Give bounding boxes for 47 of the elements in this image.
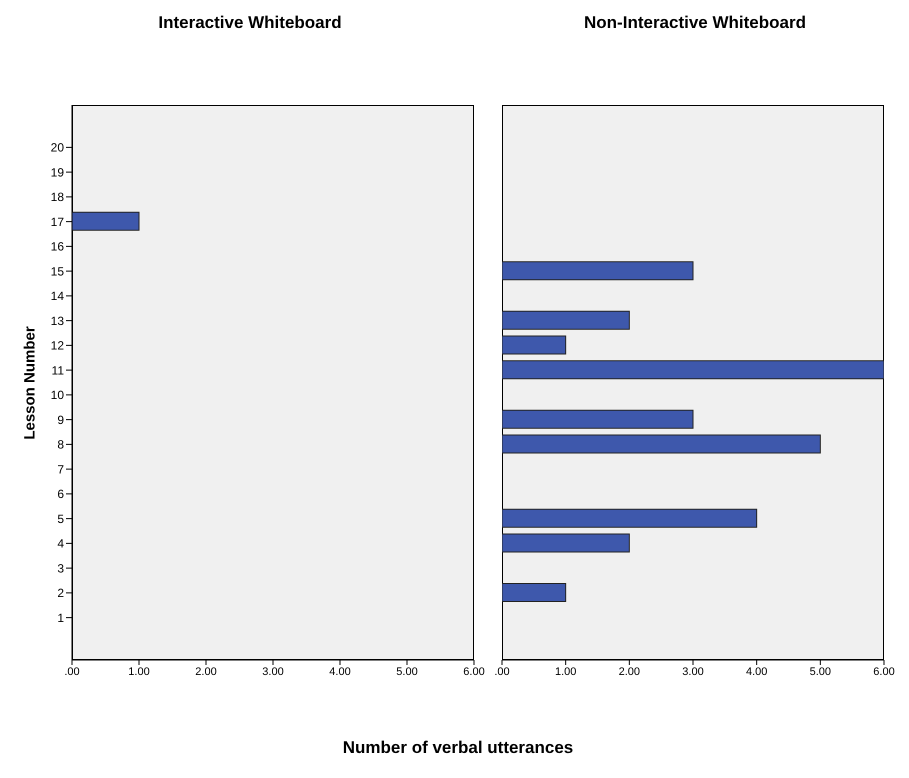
x-tick-label: 6.00 (873, 666, 895, 678)
y-axis-title: Lesson Number (22, 326, 38, 440)
chart-title: Interactive Whiteboard (157, 13, 343, 33)
y-tick-label: 14 (50, 289, 64, 304)
y-tick-label: 18 (50, 190, 64, 204)
x-tick-label: 3.00 (262, 666, 284, 678)
x-tick-label: 2.00 (195, 666, 217, 678)
x-tick-label: 4.00 (746, 666, 768, 678)
x-tick-label: 1.00 (128, 666, 150, 678)
y-tick-label: 1 (57, 610, 64, 625)
x-tick-label: 5.00 (810, 666, 832, 678)
y-tick-label: 7 (57, 462, 64, 476)
y-tick-label: 20 (50, 140, 64, 155)
y-tick-label: 3 (57, 561, 64, 576)
x-tick-label: 4.00 (329, 666, 351, 678)
bar (502, 261, 694, 280)
bar (502, 310, 630, 330)
y-tick-label: 10 (50, 388, 64, 402)
y-tick-label: 9 (57, 412, 64, 427)
y-tick-label: 6 (57, 487, 64, 502)
x-axis-title: Number of verbal utterances (342, 738, 574, 758)
bar (502, 336, 566, 354)
x-tick-label: 2.00 (618, 666, 640, 678)
y-tick-label: 19 (50, 165, 64, 180)
y-tick-label: 15 (50, 264, 64, 278)
x-tick-label: 5.00 (396, 666, 418, 678)
x-tick-label: 6.00 (463, 666, 485, 678)
y-tick-label: 11 (52, 363, 64, 378)
y-tick-label: 17 (50, 214, 64, 229)
y-tick-label: 16 (50, 240, 64, 254)
bar (502, 508, 758, 528)
y-tick-label: 8 (57, 438, 64, 452)
bar (502, 534, 630, 552)
x-tick-label: .00 (494, 666, 510, 678)
y-tick-label: 5 (57, 512, 64, 526)
chart-title: Non-Interactive Whiteboard (583, 13, 807, 33)
x-tick-label: 1.00 (554, 666, 576, 678)
bar (502, 434, 821, 454)
bar (502, 360, 884, 380)
bar (502, 583, 566, 602)
y-tick-label: 12 (50, 338, 64, 353)
x-tick-label: .00 (64, 666, 80, 678)
y-tick-label: 4 (57, 536, 64, 551)
y-tick-label: 2 (57, 586, 64, 600)
bar (502, 410, 694, 429)
y-tick-label: 13 (50, 314, 64, 328)
x-tick-label: 3.00 (682, 666, 704, 678)
